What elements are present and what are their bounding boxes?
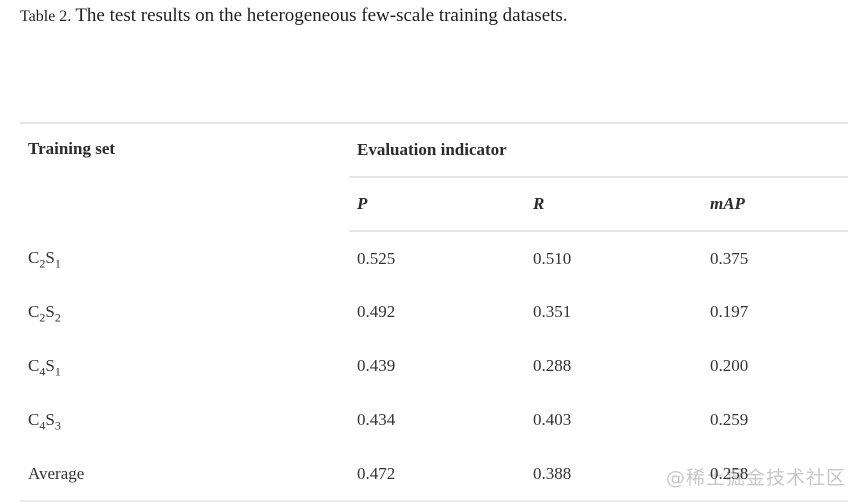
table-row: C2S2 0.492 0.351 0.197 <box>20 285 848 339</box>
training-set-label: C2S1 <box>20 231 349 285</box>
metric-value: 0.351 <box>533 302 572 321</box>
label-text: C <box>28 248 40 267</box>
header-row-group: Training set Evaluation indicator <box>20 123 848 178</box>
metric-value: 0.197 <box>710 302 749 321</box>
label-subscript: 1 <box>54 364 61 379</box>
column-header-r: R <box>525 177 702 232</box>
training-set-label: C2S2 <box>20 285 349 339</box>
header-row-metrics: P R mAP <box>20 177 848 232</box>
label-text: C <box>28 356 40 375</box>
column-header-p: P <box>349 177 525 232</box>
metric-value: 0.472 <box>349 447 525 502</box>
label-subscript: 4 <box>39 364 46 379</box>
metric-value: 0.388 <box>525 447 702 502</box>
label-subscript: 4 <box>39 418 46 433</box>
label-subscript: 3 <box>54 418 61 433</box>
training-set-label: C4S3 <box>20 393 349 447</box>
table-header: Training set Evaluation indicator P R mA… <box>20 123 848 232</box>
label-text: Average <box>28 463 85 483</box>
label-text: S <box>45 302 55 321</box>
column-group-header-evaluation-indicator: Evaluation indicator <box>349 123 848 178</box>
label-text: S <box>45 356 55 375</box>
metric-value: 0.288 <box>533 356 572 375</box>
label-text: C <box>28 302 40 321</box>
metric-value: 0.439 <box>357 356 396 375</box>
label-text: C <box>28 410 40 429</box>
label-subscript: 2 <box>39 310 46 325</box>
table-caption-label: Table 2. <box>20 8 72 25</box>
metric-value: 0.258 <box>702 447 848 502</box>
training-set-label: Average <box>20 447 349 502</box>
label-text: S <box>45 410 55 429</box>
label-subscript: 2 <box>54 310 61 325</box>
table-body: C2S1 0.525 0.510 0.375 C2S2 0.492 0.351 0.197 C4… <box>20 231 848 502</box>
metric-value: 0.492 <box>357 302 396 321</box>
metric-value: 0.375 <box>710 248 749 268</box>
table-row: C4S1 0.439 0.288 0.200 <box>20 339 848 393</box>
table-row: Average 0.472 0.388 0.258 <box>20 447 848 502</box>
metric-value: 0.259 <box>710 410 749 429</box>
metric-value: 0.434 <box>357 410 396 429</box>
column-header-map: mAP <box>702 177 848 232</box>
metric-value: 0.510 <box>533 248 572 268</box>
label-text: S <box>45 248 55 267</box>
table-row: C2S1 0.525 0.510 0.375 <box>20 231 848 285</box>
metric-value: 0.200 <box>710 356 749 375</box>
column-header-training-set: Training set <box>28 139 116 158</box>
label-subscript: 2 <box>39 256 46 271</box>
metric-value: 0.403 <box>533 410 572 429</box>
table-caption-text: The test results on the heterogeneous fe… <box>75 5 568 26</box>
metric-value: 0.525 <box>357 248 396 268</box>
training-set-label: C4S1 <box>20 339 349 393</box>
table-row: C4S3 0.434 0.403 0.259 <box>20 393 848 447</box>
table-caption: Table 2. The test results on the heterog… <box>20 2 568 31</box>
label-subscript: 1 <box>54 256 61 271</box>
results-table: Training set Evaluation indicator P R mA… <box>20 122 848 502</box>
